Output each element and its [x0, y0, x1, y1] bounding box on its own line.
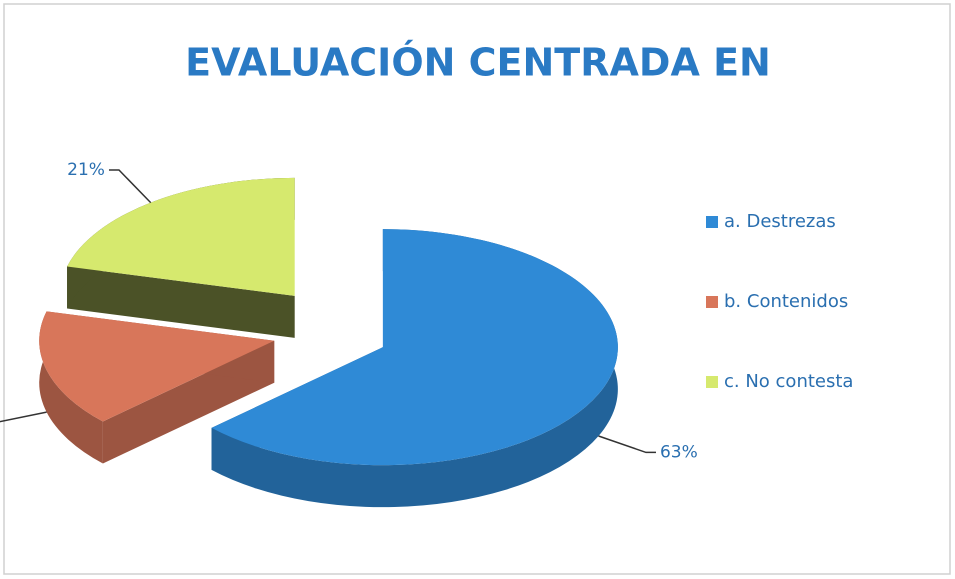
legend-swatch: [706, 296, 718, 308]
slice: [39, 311, 275, 464]
leader-line: [0, 411, 47, 423]
legend-label: b. Contenidos: [724, 291, 848, 312]
data-label: 21%: [67, 160, 105, 180]
leader-line: [108, 169, 152, 204]
slice: [67, 177, 295, 338]
slice: [211, 229, 618, 508]
slice-wall: [211, 229, 618, 508]
slice-side: [67, 266, 295, 338]
legend-label: c. No contesta: [724, 371, 853, 392]
slice-wall: [39, 311, 103, 464]
slice-top: [211, 229, 618, 466]
slice-top: [39, 311, 275, 422]
data-label: 63%: [660, 442, 698, 462]
legend-swatch: [706, 376, 718, 388]
legend-label: a. Destrezas: [724, 211, 836, 232]
leader-line: [598, 435, 656, 454]
legend-swatch: [706, 216, 718, 228]
slice-top: [67, 177, 295, 296]
chart-title: EVALUACIÓN CENTRADA EN: [185, 41, 771, 85]
